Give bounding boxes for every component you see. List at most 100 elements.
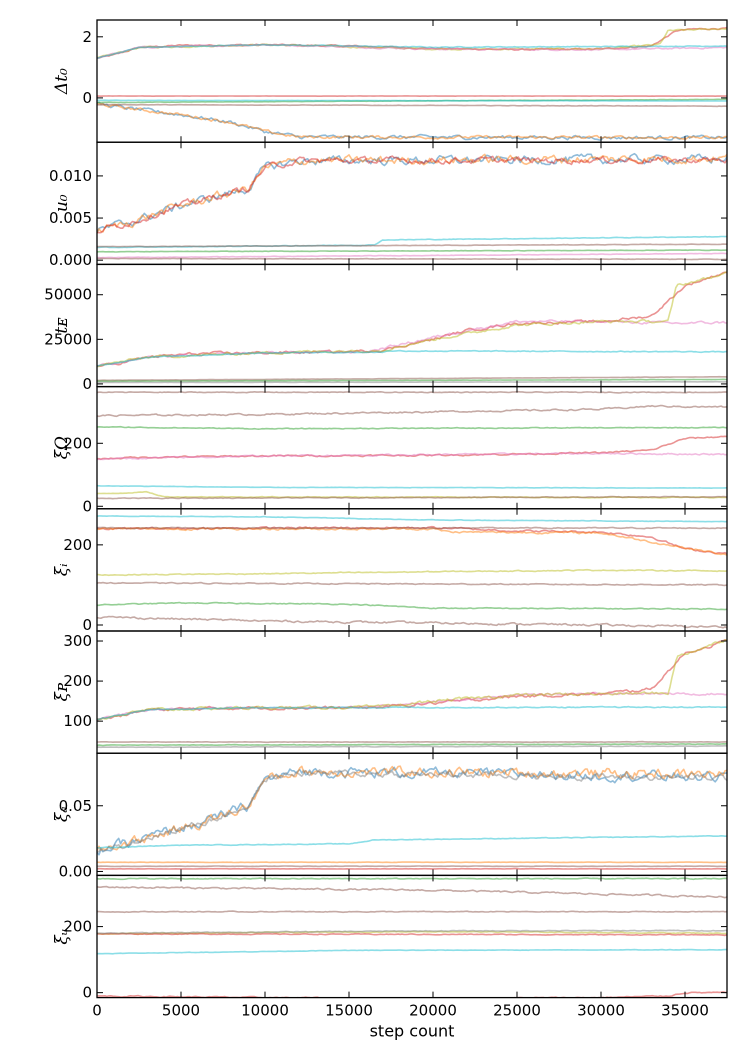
panel-7-traces [97,765,727,870]
y-tick-label: 0 [82,984,92,1002]
trace-line [97,861,727,864]
panel-5: 200 0 ξᵢ [52,508,728,634]
trace-line [97,835,727,849]
trace-line [97,452,727,461]
trace-line [97,515,727,523]
panel-4-traces [97,390,727,500]
y-tick-label: 0.005 [49,209,92,227]
x-axis-label: step count [370,1022,455,1041]
trace-line [97,319,727,367]
y-tick-label: 50000 [44,286,92,304]
panel-3-traces [97,271,727,384]
trace-line [97,349,727,367]
trace-line [97,375,727,382]
panel-1-frame [96,19,728,143]
trace-line [97,885,727,899]
x-tick-label: 30000 [577,1002,625,1020]
panel-2-traces [97,152,727,261]
trace-line [97,257,727,261]
trace-line [97,766,727,856]
x-tick-label: 5000 [162,1002,200,1020]
trace-line [97,243,727,248]
panel-8-frame [96,874,728,999]
trace-line [97,705,727,721]
trace-line [97,153,727,234]
trace-line [97,932,727,937]
x-tick-label: 0 [92,1002,102,1020]
trace-line [97,495,727,500]
trace-line [97,615,727,629]
trace-line [97,639,727,722]
trace-line [97,252,727,259]
x-tick-label: 10000 [241,1002,289,1020]
x-tick-label: 15000 [325,1002,373,1020]
x-tick-label: 20000 [409,1002,457,1020]
y-axis-label: ξΩ [52,436,72,459]
y-axis-label: ξᴘ [52,682,72,701]
trace-line [97,526,727,530]
trace-line [97,152,727,234]
panel-8-traces [97,877,727,998]
trace-line [97,27,727,59]
panel-6-frame [96,630,728,754]
trace-line [97,601,727,611]
trace-line [97,742,727,747]
trace-line [97,101,727,141]
y-tick-label: 0 [82,497,92,515]
trace-line [97,155,727,234]
trace-line [97,43,727,59]
y-tick-label: 0.000 [49,251,92,269]
y-tick-label: 200 [63,672,92,690]
trace-line [97,425,727,430]
trace-line [97,865,727,868]
trace-line [97,877,727,881]
shared-x-axis: 0 5000 10000 15000 20000 25000 30000 35000 [92,1002,709,1020]
panel-3-frame [96,263,728,388]
panel-2: 0.010 0.005 0.000 u₀ [49,141,728,269]
panel-5-traces [97,515,727,629]
trace-line [97,639,727,721]
panel-1: 2 0 Δt₀ [52,19,728,143]
y-tick-label: 0 [82,89,92,107]
trace-line [97,378,727,383]
y-tick-label: 0.00 [59,862,92,880]
y-tick-label: 200 [63,434,92,452]
trace-line [97,948,727,955]
panel-3: 50000 25000 0 tᴇ [44,263,728,393]
trace-line [97,103,727,108]
trace-line [97,526,727,556]
trace-line [97,249,727,253]
trace-line [97,102,727,140]
trace-line [97,929,727,935]
y-axis-label: tᴇ [52,317,72,334]
trace-line [97,99,727,102]
trace-line [97,26,727,59]
x-tick-label: 35000 [661,1002,709,1020]
y-axis-label: u₀ [52,194,72,212]
panel-4: 200 0 ξΩ [52,385,728,515]
y-tick-label: 200 [63,918,92,936]
y-axis-label: Δt₀ [52,68,72,95]
panels-group: 20Δt₀0.0100.0050.000u₀50000250000tᴇ2000ξ… [44,19,728,1002]
trace-line [97,744,727,749]
panel-6-traces [97,639,727,749]
y-tick-label: 0.010 [49,167,92,185]
trace-line [97,769,727,853]
trace-line [97,910,727,914]
y-axis-label: ξₐ [52,806,72,822]
y-tick-label: 0.05 [59,797,92,815]
y-tick-label: 300 [63,632,92,650]
panel-7: 0.05 0.00 ξₐ [52,752,728,880]
y-tick-label: 200 [63,536,92,554]
x-tick-label: 25000 [493,1002,541,1020]
panel-1-traces [97,26,727,141]
y-axis-label: ξᵤ [52,928,72,944]
trace-line [97,740,727,744]
trace-line [97,380,727,384]
y-tick-label: 0 [82,616,92,634]
panel-4-frame [96,385,728,510]
trace-line [97,484,727,489]
trace-line [97,867,727,870]
panel-6: 300 200 100 ξᴘ [52,630,728,754]
